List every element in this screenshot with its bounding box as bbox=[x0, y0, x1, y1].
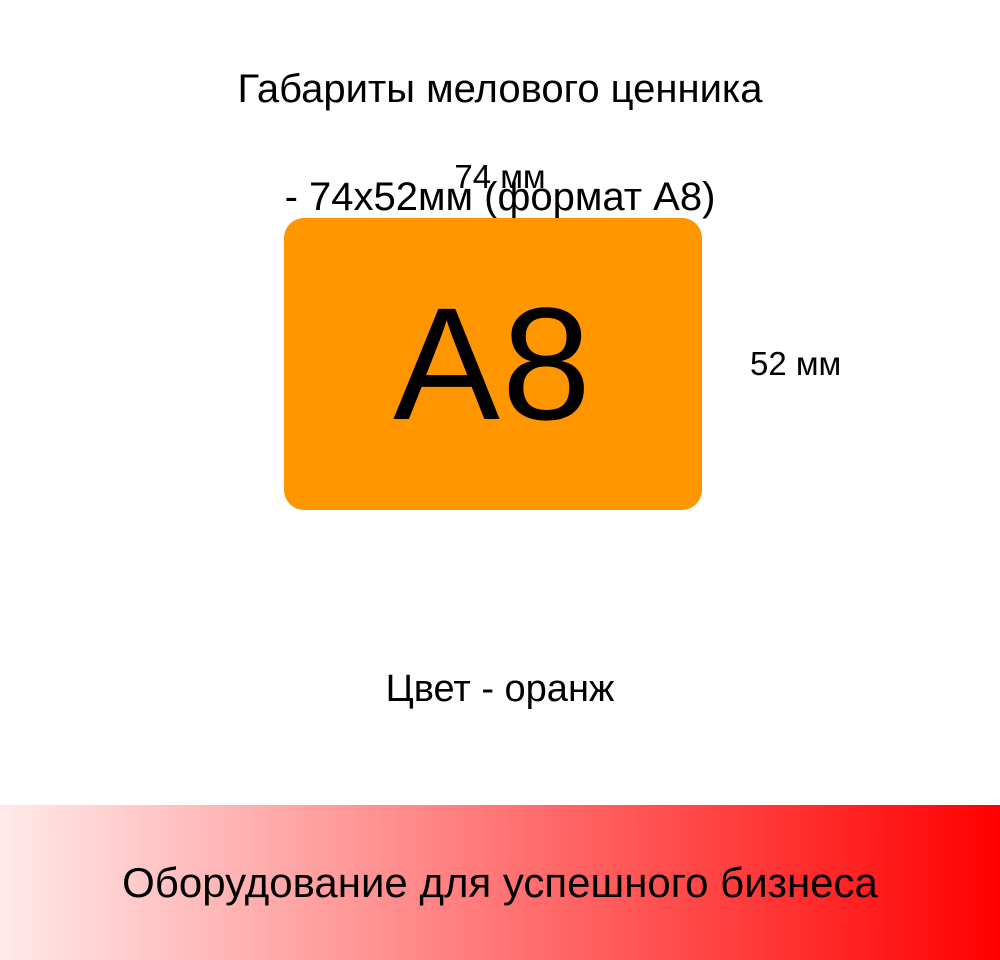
card-format-text: A8 bbox=[393, 284, 593, 444]
width-dimension-label: 74 мм bbox=[0, 158, 1000, 196]
infographic-page: Габариты мелового ценника - 74х52мм (фор… bbox=[0, 0, 1000, 960]
title-line1: Габариты мелового ценника bbox=[237, 67, 762, 111]
banner-slogan: Оборудование для успешного бизнеса bbox=[122, 859, 878, 907]
color-description: Цвет - оранж bbox=[0, 668, 1000, 711]
bottom-banner: Оборудование для успешного бизнеса bbox=[0, 805, 1000, 960]
height-dimension-label: 52 мм bbox=[750, 345, 841, 383]
price-card: A8 bbox=[284, 218, 702, 510]
